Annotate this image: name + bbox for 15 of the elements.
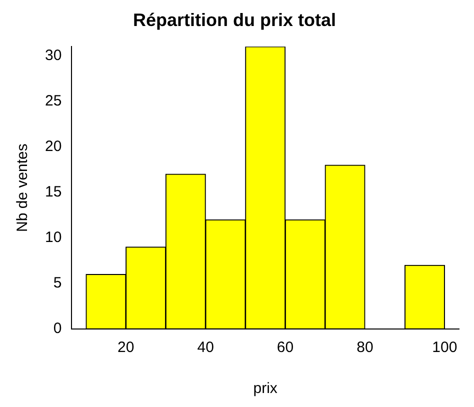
y-tick-label: 10 [44, 229, 62, 246]
y-tick-label: 25 [44, 92, 62, 110]
y-tick-label: 0 [53, 320, 62, 338]
y-tick-label: 15 [44, 183, 62, 200]
chart-title: Répartition du prix total [132, 10, 336, 30]
x-tick-label: 60 [276, 339, 294, 356]
x-tick-label: 40 [197, 339, 214, 356]
x-tick-label: 80 [356, 339, 374, 356]
x-tick-label: 100 [432, 339, 458, 356]
x-axis-title: prix [253, 380, 278, 398]
y-tick-label: 20 [44, 138, 62, 155]
y-tick-label: 5 [53, 274, 62, 292]
x-tick-label: 20 [118, 339, 134, 356]
y-tick-label: 30 [44, 46, 62, 64]
y-axis-title: Nb de ventes [14, 144, 32, 232]
